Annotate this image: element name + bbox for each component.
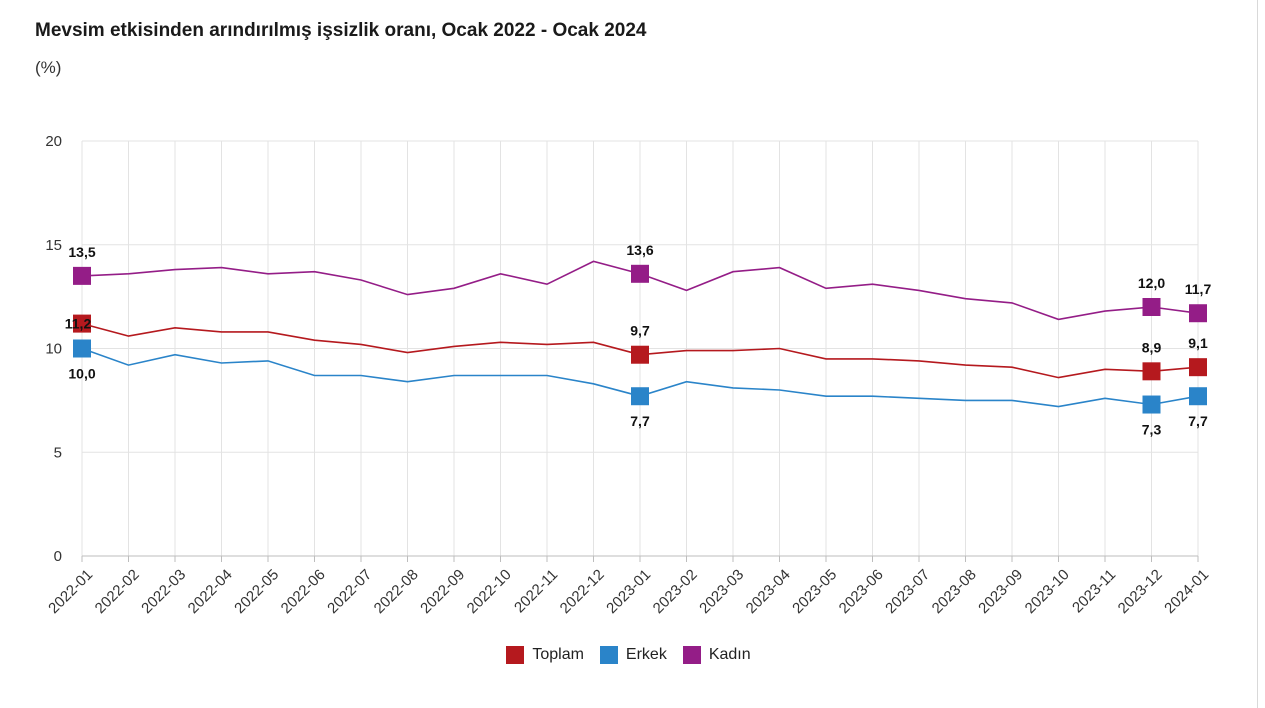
legend-swatch-kadin <box>682 646 701 664</box>
x-tick-label: 2022-05 <box>231 566 282 617</box>
x-tick-label: 2022-01 <box>45 566 96 617</box>
x-tick-label: 2022-11 <box>511 566 561 616</box>
x-tick-label: 2022-07 <box>324 566 375 617</box>
legend-label-kadin: Kadın <box>708 646 751 663</box>
x-tick-label: 2023-05 <box>789 566 840 617</box>
data-point-marker <box>73 314 91 333</box>
data-point-marker <box>1189 304 1207 323</box>
x-tick-label: 2022-12 <box>557 566 608 617</box>
data-label: 9,1 <box>1188 335 1208 351</box>
legend-label-erkek: Erkek <box>625 646 667 663</box>
data-point-marker <box>1189 358 1207 377</box>
legend-item-erkek[interactable]: Erkek <box>599 646 667 664</box>
x-tick-label: 2022-08 <box>371 566 422 617</box>
data-label: 11,2 <box>65 316 92 332</box>
data-label: 9,7 <box>630 323 650 339</box>
data-label: 7,7 <box>630 413 650 429</box>
x-tick-label: 2023-08 <box>929 566 980 617</box>
y-tick-label: 20 <box>45 133 62 150</box>
y-tick-label: 0 <box>54 548 62 565</box>
data-point-marker <box>1189 387 1207 406</box>
x-tick-label: 2024-01 <box>1161 566 1212 617</box>
x-tick-label: 2022-03 <box>138 566 189 617</box>
data-label: 7,3 <box>1142 422 1162 438</box>
legend-item-toplam[interactable]: Toplam <box>506 646 584 664</box>
x-tick-label: 2023-06 <box>836 566 887 617</box>
x-tick-label: 2022-02 <box>92 566 143 617</box>
legend-item-kadin[interactable]: Kadın <box>682 646 751 664</box>
data-label: 12,0 <box>1138 275 1165 291</box>
chart-title: Mevsim etkisinden arındırılmış işsizlik … <box>35 20 647 41</box>
x-tick-label: 2023-10 <box>1022 566 1073 617</box>
x-tick-label: 2023-04 <box>743 566 794 617</box>
data-point-marker <box>1142 395 1161 414</box>
x-tick-label: 2023-01 <box>603 566 654 617</box>
data-point-marker <box>73 266 91 285</box>
legend: Toplam Erkek Kadın <box>0 646 1257 664</box>
data-point-marker <box>631 264 649 283</box>
divider <box>1257 0 1258 708</box>
line-chart: 051015202022-012022-022022-032022-042022… <box>45 133 1212 617</box>
data-label: 10,0 <box>68 366 95 382</box>
data-point-marker <box>631 387 649 406</box>
data-label: 7,7 <box>1188 413 1208 429</box>
y-tick-label: 5 <box>54 444 62 461</box>
legend-swatch-erkek <box>599 646 618 664</box>
legend-label-toplam: Toplam <box>532 646 584 663</box>
data-label: 8,9 <box>1142 339 1162 355</box>
y-tick-label: 10 <box>45 341 62 358</box>
x-tick-label: 2022-04 <box>185 566 236 617</box>
chart-unit: (%) <box>35 58 62 77</box>
x-tick-label: 2022-06 <box>278 566 329 617</box>
x-tick-label: 2023-07 <box>882 566 933 617</box>
data-point-marker <box>73 339 91 358</box>
x-tick-label: 2022-10 <box>464 566 515 617</box>
data-point-marker <box>631 345 649 364</box>
x-tick-label: 2023-12 <box>1115 566 1166 617</box>
x-tick-label: 2022-09 <box>417 566 468 617</box>
x-tick-label: 2023-02 <box>650 566 701 617</box>
data-label: 13,6 <box>626 242 653 258</box>
data-label: 11,7 <box>1185 281 1212 297</box>
x-tick-label: 2023-11 <box>1069 566 1119 616</box>
data-label: 13,5 <box>68 244 95 260</box>
legend-swatch-toplam <box>506 646 525 664</box>
y-tick-label: 15 <box>45 237 62 254</box>
data-point-marker <box>1142 362 1161 381</box>
x-tick-label: 2023-09 <box>975 566 1026 617</box>
data-point-marker <box>1142 298 1161 316</box>
x-tick-label: 2023-03 <box>696 566 747 617</box>
